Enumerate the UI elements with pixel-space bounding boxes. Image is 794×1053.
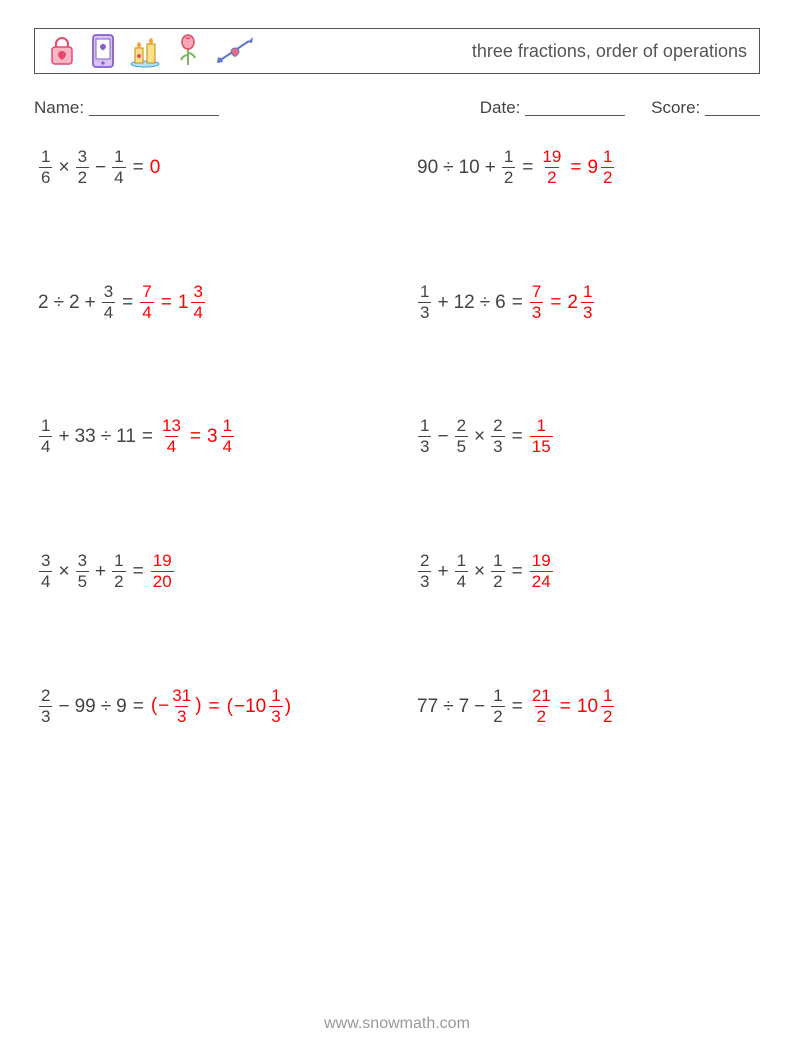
rose-icon [175,33,201,69]
problem-8: 23+14×12=1924 [417,552,756,591]
name-label: Name: [34,98,84,117]
problem-7: 34×35+12=1920 [38,552,377,591]
header-box: three fractions, order of operations [34,28,760,74]
problems-grid: 16×32−14=0 90÷10+12=192=912 2÷2+34=74=134 1… [34,148,760,725]
heart-phone-icon [91,33,115,69]
problem-3: 2÷2+34=74=134 [38,283,377,322]
problem-6: 13−25×23=115 [417,417,756,456]
worksheet-title: three fractions, order of operations [472,41,747,62]
heart-lock-icon [47,34,77,68]
cupid-arrow-icon [215,35,255,67]
name-blank[interactable] [89,99,219,116]
header-icons [47,33,255,69]
meta-row: Name: Date: Score: [34,96,760,118]
problem-5: 14+33÷11=134=314 [38,417,377,456]
heart-candle-icon [129,34,161,68]
date-blank[interactable] [525,99,625,116]
problem-4: 13+12÷6=73=213 [417,283,756,322]
problem-1: 16×32−14=0 [38,148,377,187]
problem-10: 77÷7−12=212=1012 [417,687,756,726]
date-label: Date: [480,98,521,117]
footer-url: www.snowmath.com [0,1015,794,1033]
score-blank[interactable] [705,99,760,116]
problem-2: 90÷10+12=192=912 [417,148,756,187]
problem-9: 23−99÷9=(−313)=(−1013) [38,687,377,726]
score-label: Score: [651,98,700,117]
